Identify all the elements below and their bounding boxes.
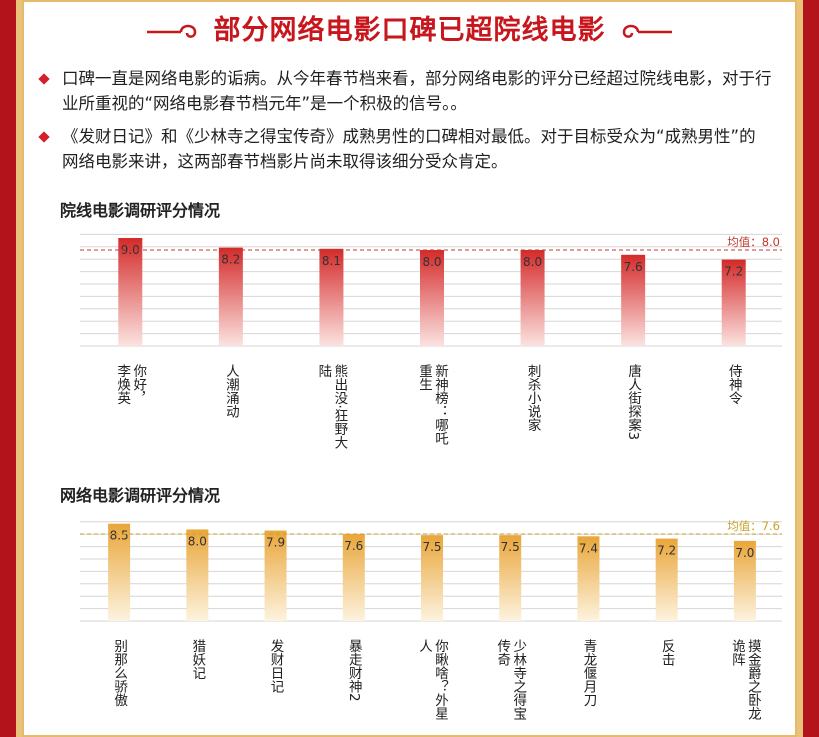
chart1-title: 院线电影调研评分情况 [60,201,221,220]
bar [655,538,678,621]
headline: 部分网络电影口碑已超院线电影 [22,8,797,47]
category-label: 侍神令 [726,364,743,405]
frame-rim-right [797,0,803,737]
category-label: 陆 [315,364,331,378]
category-label: 少林寺之得宝 [510,639,527,720]
category-label: 传奇 [494,639,511,667]
category-label: 人 [416,639,433,653]
online-ratings-chart: 8.5 别那么骄傲 8.0 猎妖记 7.9 发财日记 7.6 暴走财神2 7.5 你瞅啥？外星人 7… [80,519,782,721]
category-label: 诡阵 [729,639,746,667]
category-label: 暴走财神2 [346,639,363,702]
bullet-item: 口碑一直是网络电影的诟病。从今年春节档来看，部分网络电影的评分已经超过院线电影，… [38,66,772,116]
bar-value-label: 7.5 [422,540,441,554]
category-label: 新神榜：哪吒 [432,364,449,446]
bullet-text: 《发财日记》和《少林寺之得宝传奇》成熟男性的口碑相对最低。对于目标受众为“成熟男… [62,127,756,171]
bar [319,248,344,346]
category-label: 发财日记 [268,639,285,694]
category-label: 重生 [416,364,433,391]
bar [186,529,209,621]
category-label: 人潮涌动 [223,364,240,420]
bar [577,536,600,621]
content-card: 部分网络电影口碑已超院线电影 口碑一直是网络电影的诟病。从今年春节档来看，部分网… [22,0,797,737]
mean-label: 均值：7.6 [727,519,780,533]
category-label: 反击 [659,639,676,667]
bar-value-label: 7.2 [657,544,676,558]
bar [733,540,756,621]
bar [118,238,143,346]
frame-rim-left [16,0,22,737]
category-label: 李焕英 [114,364,131,405]
headline-text: 部分网络电影口碑已超院线电影 [213,15,606,46]
bar [499,535,522,621]
theater-ratings-chart: 9.0你好，李焕英8.2人潮涌动8.1熊出没·狂野大陆8.0新神榜：哪吒重生8.… [80,233,782,450]
diamond-bullet-icon [38,131,50,143]
category-label: 你好， [130,364,147,405]
bullet-item: 《发财日记》和《少林寺之得宝传奇》成熟男性的口碑相对最低。对于目标受众为“成熟男… [38,124,772,174]
category-label: 别那么骄傲 [111,639,128,708]
bar-value-label: 7.6 [624,260,643,274]
bar [108,523,131,621]
chart2-title: 网络电影调研评分情况 [60,486,221,505]
bar [218,247,243,346]
category-label: 猎妖记 [189,639,206,680]
mean-label: 均值：8.0 [727,235,780,249]
category-label: 你瞅啥？外星 [432,639,449,721]
bar-value-label: 8.2 [221,253,240,267]
bar-value-label: 8.5 [110,529,129,543]
bar [621,254,646,346]
swirl-left-icon [147,24,197,38]
swirl-right-icon [622,24,672,38]
bar-value-label: 7.4 [579,541,598,555]
bar [420,250,444,346]
bar [342,534,365,621]
bar-value-label: 7.6 [344,539,363,553]
category-label: 熊出没·狂野大 [331,364,348,450]
category-label: 摸金爵之卧龙 [745,639,762,721]
bar [421,535,443,621]
diamond-bullet-icon [38,73,50,85]
category-label: 刺杀小说家 [525,364,542,432]
bar-value-label: 7.2 [724,265,743,279]
bar-value-label: 7.5 [501,540,520,554]
category-label: 青龙偃月刀 [580,639,597,708]
bar [264,530,287,621]
bullet-text: 口碑一直是网络电影的诟病。从今年春节档来看，部分网络电影的评分已经超过院线电影，… [62,69,772,113]
bar-value-label: 7.9 [266,536,285,550]
bar-value-label: 8.0 [422,255,441,269]
bar-value-label: 8.1 [322,254,341,268]
category-label: 唐人街探案3 [625,363,642,440]
bar-value-label: 7.0 [735,546,754,560]
bar-value-label: 8.0 [523,255,542,269]
bar [520,250,545,346]
bar [721,259,746,346]
bar-value-label: 8.0 [188,534,207,548]
